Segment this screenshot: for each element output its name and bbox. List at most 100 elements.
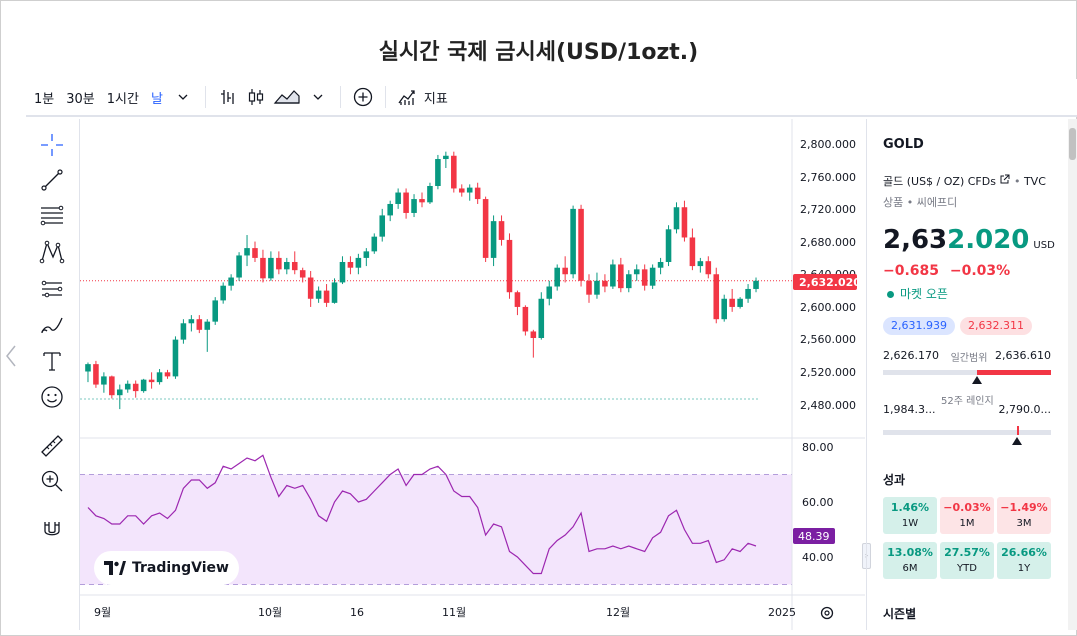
interval-1m-button[interactable]: 1분 [34, 91, 55, 107]
candle-body[interactable] [132, 383, 139, 392]
candle-body[interactable] [482, 199, 489, 258]
candle-body[interactable] [435, 159, 441, 186]
candle-body[interactable] [172, 339, 179, 377]
candle-body[interactable] [379, 215, 386, 237]
candle-body[interactable] [466, 187, 473, 193]
forecast-tool-icon[interactable] [38, 275, 66, 303]
perf-cell-1m[interactable]: −0.03% 1M [940, 497, 994, 534]
candle-body[interactable] [307, 277, 314, 299]
interval-1h-button[interactable]: 1시간 [106, 91, 139, 107]
candle-body[interactable] [236, 255, 242, 278]
candle-body[interactable] [657, 261, 664, 268]
perf-cell-3m[interactable]: −1.49% 3M [997, 497, 1051, 534]
candle-body[interactable] [315, 290, 322, 299]
candle-body[interactable] [522, 306, 529, 332]
candle-body[interactable] [443, 155, 449, 160]
panel-scrollbar[interactable] [1068, 119, 1077, 630]
perf-cell-ytd[interactable]: 27.57% YTD [940, 542, 994, 579]
candle-body[interactable] [268, 257, 274, 279]
chart-area[interactable]: 2,800.000 2,760.000 2,720.000 2,680.000 … [80, 119, 865, 630]
candle-body[interactable] [363, 251, 370, 258]
symbol-name[interactable]: GOLD [883, 137, 924, 152]
perf-cell-6m[interactable]: 13.08% 6M [883, 542, 937, 579]
candle-body[interactable] [347, 261, 354, 268]
candle-body[interactable] [196, 319, 203, 330]
indicators-button[interactable]: 지표 [423, 91, 448, 107]
zoom-in-icon[interactable] [38, 467, 66, 495]
candle-body[interactable] [451, 155, 457, 189]
candle-body[interactable] [681, 207, 688, 238]
gear-icon[interactable] [820, 606, 834, 620]
panel-scrollbar-thumb[interactable] [1069, 128, 1076, 160]
candle-body[interactable] [586, 280, 592, 295]
candle-body[interactable] [101, 376, 107, 385]
candle-body[interactable] [299, 270, 306, 278]
candle-body[interactable] [276, 257, 282, 270]
candle-body[interactable] [625, 274, 632, 289]
candle-body[interactable] [578, 208, 584, 281]
candle-body[interactable] [140, 379, 147, 392]
candle-body[interactable] [93, 364, 99, 385]
candle-body[interactable] [395, 192, 401, 204]
fib-retracement-icon[interactable] [38, 202, 66, 230]
candle-body[interactable] [339, 261, 346, 283]
candle-body[interactable] [117, 389, 123, 396]
candle-body[interactable] [188, 319, 195, 324]
candle-body[interactable] [538, 298, 545, 338]
crosshair-icon[interactable] [38, 131, 66, 159]
text-tool-icon[interactable] [38, 347, 66, 375]
area-chart-type-icon[interactable] [272, 85, 302, 109]
candle-body[interactable] [148, 379, 155, 383]
tradingview-logo[interactable]: TradingView [94, 551, 239, 585]
candle-body[interactable] [753, 280, 759, 289]
price-chart[interactable]: 2,800.000 2,760.000 2,720.000 2,680.000 … [80, 119, 865, 630]
candle-body[interactable] [156, 372, 163, 383]
candle-body[interactable] [602, 280, 608, 287]
magnet-icon[interactable] [38, 516, 66, 544]
candle-body[interactable] [228, 277, 234, 286]
candle-body[interactable] [284, 261, 290, 270]
perf-cell-1y[interactable]: 26.66% 1Y [997, 542, 1051, 579]
candle-body[interactable] [713, 274, 720, 320]
brush-icon[interactable] [38, 311, 66, 339]
candle-body[interactable] [331, 282, 338, 303]
candle-body[interactable] [721, 298, 727, 320]
candle-body[interactable] [355, 257, 362, 268]
candle-body[interactable] [260, 257, 266, 279]
candle-body[interactable] [403, 192, 409, 213]
candlestick-chart-type-icon[interactable] [244, 85, 268, 109]
candle-body[interactable] [641, 269, 648, 286]
add-compare-icon[interactable] [351, 85, 375, 109]
candle-body[interactable] [697, 261, 704, 267]
chevron-left-icon[interactable] [4, 344, 18, 368]
candle-body[interactable] [554, 267, 560, 287]
candle-body[interactable] [204, 321, 211, 330]
candle-body[interactable] [291, 261, 298, 271]
candle-body[interactable] [633, 269, 640, 275]
ruler-icon[interactable] [38, 432, 66, 460]
candle-body[interactable] [498, 221, 505, 240]
candle-body[interactable] [411, 199, 417, 213]
candle-body[interactable] [562, 267, 568, 275]
candle-body[interactable] [220, 285, 226, 301]
candle-body[interactable] [180, 323, 187, 340]
candle-body[interactable] [594, 280, 600, 295]
external-link-icon[interactable] [999, 174, 1014, 188]
candle-body[interactable] [618, 264, 624, 289]
candle-body[interactable] [490, 221, 497, 258]
interval-30m-button[interactable]: 30분 [66, 91, 95, 107]
candle-body[interactable] [323, 290, 330, 303]
candle-body[interactable] [124, 383, 131, 390]
candle-body[interactable] [729, 298, 735, 307]
candle-body[interactable] [85, 364, 91, 372]
candle-body[interactable] [212, 300, 219, 322]
candle-body[interactable] [458, 188, 465, 193]
candle-body[interactable] [164, 372, 171, 377]
chevron-down-icon[interactable] [306, 85, 330, 109]
chevron-down-icon[interactable] [171, 85, 195, 109]
candle-body[interactable] [506, 239, 513, 293]
candle-body[interactable] [546, 286, 553, 299]
pattern-tool-icon[interactable] [38, 238, 66, 266]
trend-line-icon[interactable] [38, 166, 66, 194]
candle-body[interactable] [737, 298, 743, 307]
